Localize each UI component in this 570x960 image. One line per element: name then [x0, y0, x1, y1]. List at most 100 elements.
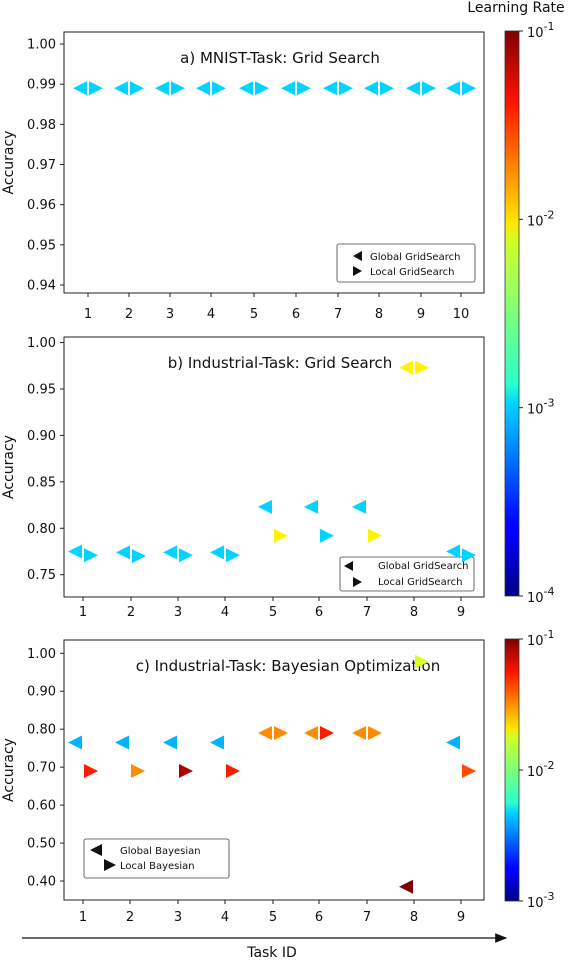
legend-global-label: Global GridSearch: [378, 561, 468, 572]
local-point: [130, 81, 144, 96]
y-tick-label: 0.60: [27, 799, 56, 814]
panel-a-title: a) MNIST-Task: Grid Search: [180, 49, 380, 67]
colorbar-tick-label: 10-2: [527, 208, 555, 229]
y-tick-label: 1.00: [27, 647, 56, 662]
legend-global-marker: [353, 251, 362, 261]
x-tick-label: 4: [221, 605, 229, 620]
x-tick-label: 1: [84, 307, 92, 322]
x-tick-label: 2: [127, 605, 135, 620]
x-tick-label: 3: [174, 605, 182, 620]
colorbar-tick-label: 10-3: [527, 397, 555, 418]
colorbar-tick-label: 10-4: [527, 585, 555, 606]
local-point: [274, 725, 288, 740]
x-tick-label: 5: [250, 307, 258, 322]
local-point: [171, 81, 185, 96]
y-tick-label: 0.85: [27, 475, 56, 490]
local-point: [274, 528, 288, 543]
panel-b-industrial-grid-search: b) Industrial-Task: Grid Search Global G…: [63, 336, 485, 598]
x-tick-label: 5: [269, 910, 277, 925]
x-axis-label: Task ID: [246, 945, 297, 960]
x-tick-label: 9: [417, 307, 425, 322]
y-tick-label: 0.40: [27, 875, 56, 890]
local-point: [212, 81, 226, 96]
local-point: [422, 81, 436, 96]
panel-a-legend: Global GridSearch Local GridSearch: [336, 243, 476, 283]
global-point: [68, 544, 82, 559]
x-tick-label: 3: [166, 307, 174, 322]
global-point: [258, 725, 272, 740]
colorbar-tick-label: 10-3: [527, 890, 555, 911]
legend-global-marker: [90, 844, 102, 856]
x-tick-label: 1: [79, 910, 87, 925]
x-tick-label: 3: [174, 910, 182, 925]
colorbar-learning-rate: Learning Rate: [467, 0, 565, 597]
local-point: [368, 528, 382, 543]
local-point: [226, 548, 240, 563]
colorbar-tick-label: 10-2: [527, 759, 555, 780]
local-point: [415, 654, 429, 669]
global-point: [258, 499, 272, 514]
global-point: [115, 735, 129, 750]
local-point: [179, 548, 193, 563]
y-tick-label: 0.95: [27, 383, 56, 398]
global-point: [163, 545, 177, 560]
y-tick-label: 0.75: [27, 568, 56, 583]
local-point: [415, 360, 429, 375]
x-tick-label: 8: [410, 910, 418, 925]
task-id-axis: Task ID: [22, 933, 508, 960]
x-tick-label: 10: [453, 307, 470, 322]
local-point: [320, 528, 334, 543]
local-point: [226, 763, 240, 778]
global-point: [239, 81, 253, 96]
local-point: [368, 725, 382, 740]
y-tick-label: 0.80: [27, 522, 56, 537]
y-tick-label: 0.80: [27, 723, 56, 738]
global-point: [114, 81, 128, 96]
x-tick-label: 4: [207, 307, 215, 322]
y-tick-label: 0.97: [27, 158, 56, 173]
x-tick-label: 7: [363, 910, 371, 925]
legend-global-label: Global GridSearch: [370, 252, 460, 263]
global-point: [68, 735, 82, 750]
x-tick-label: 2: [125, 307, 133, 322]
local-point: [255, 81, 269, 96]
global-point: [210, 545, 224, 560]
y-tick-label: 0.98: [27, 118, 56, 133]
global-point: [352, 499, 366, 514]
colorbar-title: Learning Rate: [467, 0, 564, 16]
legend-local-marker: [104, 859, 116, 871]
x-tick-label: 8: [375, 307, 383, 322]
y-tick-label: 0.90: [27, 685, 56, 700]
y-tick-label: 1.00: [27, 336, 56, 351]
y-tick-label: 0.96: [27, 198, 56, 213]
y-tick-label: 0.95: [27, 238, 56, 253]
x-tick-label: 5: [269, 605, 277, 620]
y-tick-label: 0.99: [27, 78, 56, 93]
global-point: [446, 735, 460, 750]
global-point: [352, 725, 366, 740]
panel-c-legend: Global Bayesian Local Bayesian: [83, 838, 230, 879]
y-axis-label: Accuracy: [1, 435, 17, 499]
legend-local-marker: [353, 577, 362, 587]
global-point: [446, 81, 460, 96]
x-tick-label: 8: [410, 605, 418, 620]
legend-local-label: Local GridSearch: [378, 577, 462, 588]
local-point: [462, 81, 476, 96]
x-tick-label: 6: [292, 307, 300, 322]
local-point: [462, 548, 476, 563]
x-tick-label: 7: [363, 605, 371, 620]
y-tick-label: 0.50: [27, 837, 56, 852]
global-point: [210, 735, 224, 750]
global-point: [196, 81, 210, 96]
y-axis-label: Accuracy: [1, 131, 17, 195]
x-tick-label: 6: [315, 910, 323, 925]
local-point: [297, 81, 311, 96]
local-point: [89, 81, 103, 96]
global-point: [364, 81, 378, 96]
y-tick-label: 1.00: [27, 38, 56, 53]
local-point: [84, 548, 98, 563]
global-point: [323, 81, 337, 96]
local-point: [339, 81, 353, 96]
panel-c-industrial-bayesian: c) Industrial-Task: Bayesian Optimizatio…: [63, 639, 485, 901]
